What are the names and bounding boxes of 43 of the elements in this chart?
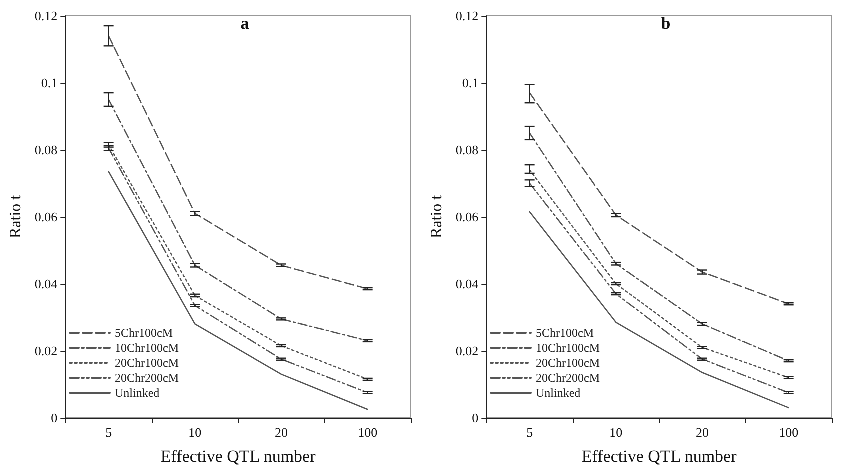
x-tick-label: 20 [696,425,709,440]
x-tick-label: 10 [610,425,623,440]
y-tick-label: 0.1 [41,76,58,90]
y-tick-label: 0.1 [462,76,479,90]
y-tick-label: 0.12 [456,8,479,24]
y-tick-label: 0.08 [456,142,479,158]
line-series [108,99,368,342]
y-tick-label: 0.02 [34,344,58,358]
y-tick-label: 0.04 [456,276,480,292]
y-axis-title: Ratio t [8,194,24,239]
legend-label: 20Chr100cM [115,356,180,370]
chart-title: a [240,14,250,33]
y-tick-label: 0.02 [456,344,479,358]
x-tick-label: 5 [106,425,112,440]
legend-label: Unlinked [536,386,581,400]
x-tick-label: 100 [779,425,799,440]
y-tick-label: 0.08 [34,142,58,158]
line-series [529,211,790,409]
x-tick-label: 5 [526,425,534,440]
y-tick-label: 0 [51,410,58,426]
legend-label: 20Chr200cM [536,371,600,385]
x-axis-title: Effective QTL number [160,447,316,466]
y-tick-label: 0.06 [34,210,58,224]
line-series [108,171,368,410]
y-tick-label: 0.04 [34,276,58,292]
y-tick-label: 0.12 [34,8,58,24]
line-series [108,35,368,290]
chart-title: b [661,14,671,33]
y-tick-label: 0 [472,410,479,426]
legend-label: 5Chr100cM [536,326,594,340]
y-tick-label: 0.06 [456,210,480,224]
y-axis-title: Ratio t [428,194,446,239]
legend-label: 10Chr100cM [115,341,180,355]
legend-label: Unlinked [115,386,160,400]
x-tick-label: 100 [358,425,378,440]
x-tick-label: 20 [274,425,288,440]
x-axis-title: Effective QTL number [582,447,738,466]
x-tick-label: 10 [188,425,202,440]
legend-label: 20Chr200cM [115,371,180,385]
line-series [529,92,790,305]
legend-label: 5Chr100cM [115,326,174,340]
legend-label: 10Chr100cM [536,341,600,355]
legend-label: 20Chr100cM [536,356,600,370]
